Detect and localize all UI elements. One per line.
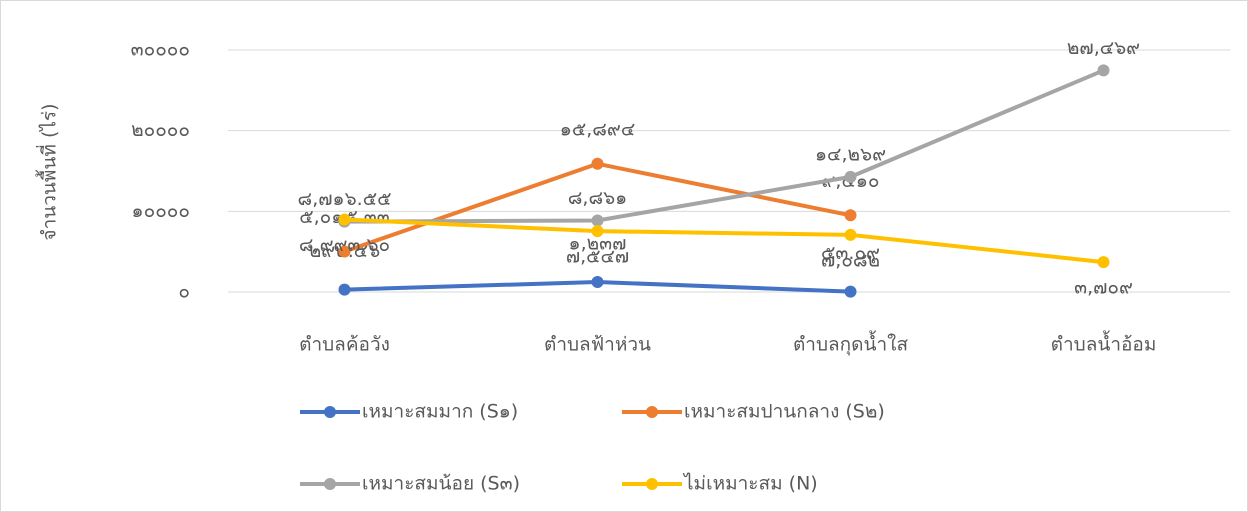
x-tick-label: ตำบลกุดน้ำใส xyxy=(793,331,908,357)
data-label: ๒๗,๔๖๙ xyxy=(1067,37,1140,59)
data-label: ๑,๒๓๗ xyxy=(569,233,627,255)
data-point xyxy=(1097,64,1110,77)
x-tick-label: ตำบลน้ำอ้อม xyxy=(1051,331,1157,356)
legend-marker xyxy=(324,406,336,418)
data-point xyxy=(338,213,351,226)
data-point xyxy=(844,228,857,241)
data-point xyxy=(591,157,604,170)
legend-marker xyxy=(646,478,658,490)
data-label: ๕๓.๐๙ xyxy=(821,242,880,264)
data-point xyxy=(591,214,604,227)
data-label: ๘,๗๑๖.๕๕ xyxy=(298,188,392,210)
data-point xyxy=(844,170,857,183)
legend-marker xyxy=(324,478,336,490)
y-tick-label: ๑๐๐๐๐ xyxy=(132,200,190,222)
series-line xyxy=(344,68,1105,224)
legend-marker xyxy=(646,406,658,418)
data-point xyxy=(591,276,604,289)
legend-label: เหมาะสมน้อย (S๓) xyxy=(362,473,520,495)
legend-label: ไม่เหมาะสม (N) xyxy=(682,473,818,495)
series-line xyxy=(344,217,1104,265)
data-label: ๑๔,๒๖๙ xyxy=(815,143,886,165)
y-tick-label: ๓๐๐๐๐ xyxy=(131,39,190,61)
data-point xyxy=(844,285,857,298)
legend-label: เหมาะสมปานกลาง (S๒) xyxy=(684,401,885,423)
data-label: ๗,๕๔๗ xyxy=(566,246,629,268)
data-label: ๓,๗๐๙ xyxy=(1074,277,1133,299)
x-tick-label: ตำบลค้อวัง xyxy=(299,334,390,356)
x-tick-label: ตำบลฟ้าห่วน xyxy=(544,334,651,356)
y-tick-label: ๐ xyxy=(178,281,190,303)
data-label: ๘,๘๖๑ xyxy=(568,187,627,209)
data-point xyxy=(591,225,604,238)
data-label: ๑๕,๘๙๔ xyxy=(560,118,635,140)
data-label: ๘,๙๙๓.๖๐ xyxy=(299,234,390,256)
data-point xyxy=(1097,256,1110,269)
data-label: ๗,๐๘๒ xyxy=(821,249,880,271)
y-axis-label: จำนวนพื้นที่ (ไร่) xyxy=(36,103,61,240)
data-point xyxy=(338,245,351,258)
data-point xyxy=(844,209,857,222)
data-point xyxy=(338,283,351,296)
legend-label: เหมาะสมมาก (S๑) xyxy=(362,401,518,423)
y-tick-label: ๒๐๐๐๐ xyxy=(131,119,190,141)
